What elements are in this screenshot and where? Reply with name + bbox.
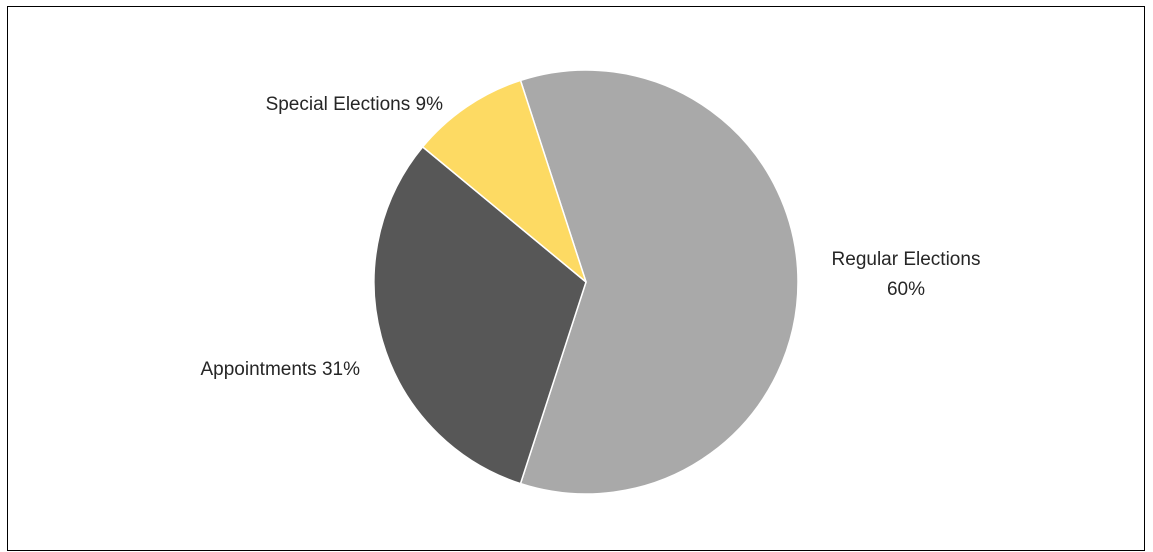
pie-slice-special-elections xyxy=(421,79,587,283)
pie-slice-appointments xyxy=(373,146,587,485)
pie-labels: Regular Elections 60% Appointments 31% Spec… xyxy=(201,94,981,380)
slice-label-appointments: Appointments 31% xyxy=(201,359,361,380)
slice-label-special-elections: Special Elections 9% xyxy=(266,94,444,115)
slice-label-line: Regular Elections xyxy=(832,249,981,270)
pie-slice-regular-elections xyxy=(519,69,799,495)
chart-frame: Regular Elections 60% Appointments 31% Spec… xyxy=(7,6,1145,551)
pie-chart: Regular Elections 60% Appointments 31% Spec… xyxy=(201,69,981,495)
pie-slices xyxy=(373,69,799,495)
slice-label-line: Special Elections 9% xyxy=(266,94,444,115)
slice-label-line: Appointments 31% xyxy=(201,359,361,380)
slice-label-line: 60% xyxy=(887,279,925,300)
slice-label-regular-elections: Regular Elections 60% xyxy=(832,249,981,300)
